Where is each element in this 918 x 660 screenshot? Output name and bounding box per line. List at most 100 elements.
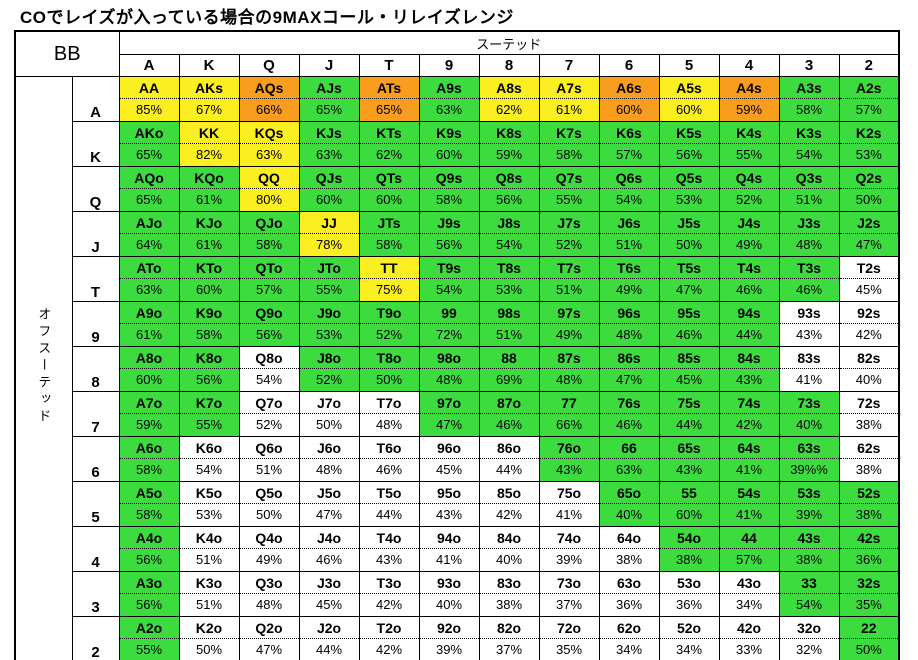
hand-percentage: 35% bbox=[555, 642, 583, 657]
hand-cell-ATs: ATs 65% bbox=[358, 76, 420, 122]
grid-row-7: 7 A7o 59% K7o 55% Q7o 52% J7o 50% T7o 48% 97o 47% 87o… bbox=[15, 391, 900, 437]
hand-label: 95s bbox=[659, 302, 719, 324]
row-header-5: 5 bbox=[71, 481, 120, 527]
hand-cell-AJo: AJo 64% bbox=[118, 211, 180, 257]
hand-percentage: 39% bbox=[555, 552, 583, 567]
hand-percentage: 34% bbox=[675, 642, 703, 657]
hand-cell-77: 77 66% bbox=[538, 391, 600, 437]
hand-cell-76s: 76s 46% bbox=[598, 391, 660, 437]
hand-cell-64o: 64o 38% bbox=[598, 526, 660, 572]
hand-label: JTo bbox=[299, 257, 359, 279]
hand-percentage: 48% bbox=[435, 372, 463, 387]
column-header-3: 3 bbox=[778, 54, 840, 77]
hand-percentage: 65% bbox=[375, 102, 403, 117]
column-header-K: K bbox=[178, 54, 240, 77]
hand-cell-K5o: K5o 53% bbox=[178, 481, 240, 527]
hand-label: K4s bbox=[719, 122, 779, 144]
hand-cell-KTs: KTs 62% bbox=[358, 121, 420, 167]
hand-cell-82s: 82s 40% bbox=[838, 346, 900, 392]
hand-cell-K9o: K9o 58% bbox=[178, 301, 240, 347]
hand-label: 75o bbox=[539, 482, 599, 504]
row-header-2: 2 bbox=[71, 616, 120, 660]
hand-label: T2s bbox=[839, 257, 898, 279]
hand-percentage: 75% bbox=[375, 282, 403, 297]
hand-percentage: 44% bbox=[375, 507, 403, 522]
hand-cell-J9s: J9s 56% bbox=[418, 211, 480, 257]
hand-percentage: 35% bbox=[855, 597, 882, 612]
hand-label: AJs bbox=[299, 77, 359, 99]
hand-label: 97o bbox=[419, 392, 479, 414]
hand-percentage: 49% bbox=[255, 552, 283, 567]
hand-percentage: 52% bbox=[555, 237, 583, 252]
hand-percentage: 51% bbox=[555, 282, 583, 297]
hand-percentage: 60% bbox=[675, 507, 703, 522]
hand-cell-J4s: J4s 49% bbox=[718, 211, 780, 257]
hand-label: K6s bbox=[599, 122, 659, 144]
hand-label: K4o bbox=[179, 527, 239, 549]
hand-percentage: 60% bbox=[675, 102, 703, 117]
hand-cell-K2o: K2o 50% bbox=[178, 616, 240, 660]
hand-label: 83s bbox=[779, 347, 839, 369]
hand-percentage: 59% bbox=[135, 417, 163, 432]
column-header-Q: Q bbox=[238, 54, 300, 77]
grid-body: オフスーテッド A AA 85% AKs 67% AQs 66% AJs 65% ATs 65% A9s… bbox=[14, 76, 900, 660]
hand-percentage: 44% bbox=[675, 417, 703, 432]
column-header-9: 9 bbox=[418, 54, 480, 77]
hand-percentage: 50% bbox=[315, 417, 343, 432]
hand-cell-Q6s: Q6s 54% bbox=[598, 166, 660, 212]
hand-cell-33: 33 54% bbox=[778, 571, 840, 617]
hand-percentage: 48% bbox=[255, 597, 283, 612]
hand-label: TT bbox=[359, 257, 419, 279]
hand-percentage: 45% bbox=[675, 372, 703, 387]
hand-percentage: 38% bbox=[855, 507, 882, 522]
hand-percentage: 62% bbox=[375, 147, 403, 162]
hand-percentage: 58% bbox=[135, 507, 163, 522]
hand-percentage: 58% bbox=[435, 192, 463, 207]
hand-label: 94s bbox=[719, 302, 779, 324]
hand-cell-K7s: K7s 58% bbox=[538, 121, 600, 167]
hand-label: 84o bbox=[479, 527, 539, 549]
hand-cell-T9s: T9s 54% bbox=[418, 256, 480, 302]
hand-cell-65s: 65s 43% bbox=[658, 436, 720, 482]
hand-label: 42s bbox=[839, 527, 898, 549]
hand-percentage: 51% bbox=[795, 192, 823, 207]
hand-cell-AQs: AQs 66% bbox=[238, 76, 300, 122]
hand-percentage: 40% bbox=[495, 552, 523, 567]
hand-cell-Q3o: Q3o 48% bbox=[238, 571, 300, 617]
hand-label: T6s bbox=[599, 257, 659, 279]
hand-cell-A6o: A6o 58% bbox=[118, 436, 180, 482]
hand-percentage: 66% bbox=[555, 417, 583, 432]
hand-label: T8o bbox=[359, 347, 419, 369]
hand-cell-84o: 84o 40% bbox=[478, 526, 540, 572]
hand-cell-85s: 85s 45% bbox=[658, 346, 720, 392]
hand-cell-K4o: K4o 51% bbox=[178, 526, 240, 572]
hand-label: 32o bbox=[779, 617, 839, 639]
hand-cell-K2s: K2s 53% bbox=[838, 121, 900, 167]
hand-label: K2o bbox=[179, 617, 239, 639]
hand-label: 94o bbox=[419, 527, 479, 549]
hand-cell-62s: 62s 38% bbox=[838, 436, 900, 482]
hand-percentage: 47% bbox=[435, 417, 463, 432]
hand-label: A7s bbox=[539, 77, 599, 99]
grid-row-2: 2 A2o 55% K2o 50% Q2o 47% J2o 44% T2o 42% 92o 39% 82o… bbox=[15, 616, 900, 660]
hand-cell-Q2o: Q2o 47% bbox=[238, 616, 300, 660]
hand-label: J9o bbox=[299, 302, 359, 324]
hand-cell-53s: 53s 39% bbox=[778, 481, 840, 527]
hand-cell-T4o: T4o 43% bbox=[358, 526, 420, 572]
hand-percentage: 61% bbox=[555, 102, 583, 117]
hand-percentage: 54% bbox=[195, 462, 223, 477]
hand-cell-J6s: J6s 51% bbox=[598, 211, 660, 257]
hand-cell-T5s: T5s 47% bbox=[658, 256, 720, 302]
hand-label: 42o bbox=[719, 617, 779, 639]
hand-percentage: 55% bbox=[315, 282, 343, 297]
hand-percentage: 48% bbox=[555, 372, 583, 387]
column-header-6: 6 bbox=[598, 54, 660, 77]
hand-cell-22: 22 50% bbox=[838, 616, 900, 660]
hand-label: T8s bbox=[479, 257, 539, 279]
hand-percentage: 52% bbox=[315, 372, 343, 387]
hand-cell-A5o: A5o 58% bbox=[118, 481, 180, 527]
hand-label: A2s bbox=[839, 77, 898, 99]
hand-percentage: 63% bbox=[615, 462, 643, 477]
hand-label: 64o bbox=[599, 527, 659, 549]
column-header-5: 5 bbox=[658, 54, 720, 77]
